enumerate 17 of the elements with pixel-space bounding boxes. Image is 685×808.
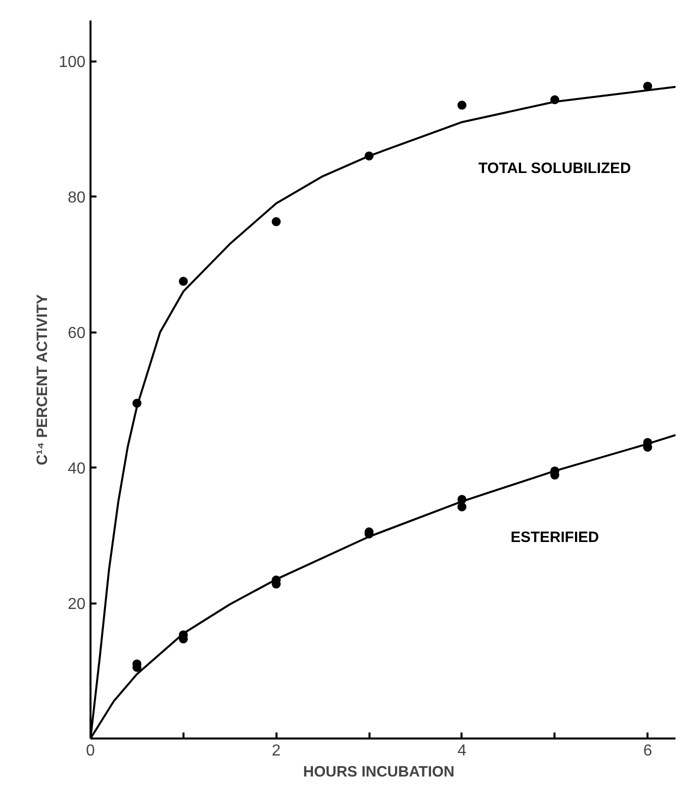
x-tick-label: 2	[272, 742, 281, 760]
text: ESTERIFIED	[510, 528, 600, 546]
x-tick-label: 6	[643, 742, 652, 760]
x-tick-label: 0	[86, 742, 96, 760]
y-tick-label: 20	[68, 596, 86, 614]
point	[272, 217, 281, 226]
point	[457, 502, 466, 512]
y-tick-label: 80	[68, 190, 86, 207]
y-tick-label: 40	[68, 460, 86, 478]
y-axis-title: C¹⁴ PERCENT ACTIVITY	[34, 294, 51, 466]
x-axis-title: HOURS INCUBATION	[303, 764, 455, 780]
y-tick-label: 60	[68, 325, 86, 342]
y-tick-label: 100	[58, 54, 86, 72]
point	[457, 100, 466, 110]
point	[178, 276, 188, 286]
text: TOTAL SOLUBILIZED	[478, 160, 632, 177]
x-tick-label: 4	[457, 742, 466, 760]
